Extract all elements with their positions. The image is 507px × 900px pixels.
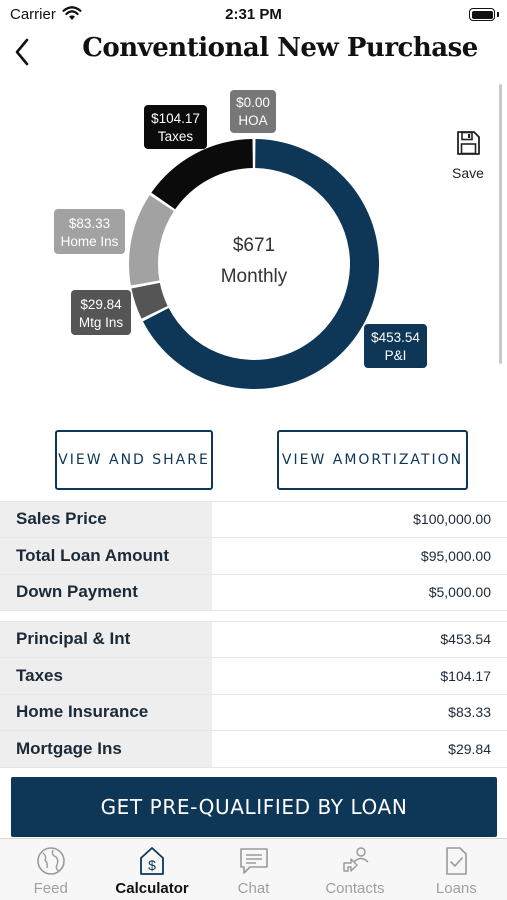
battery-tip — [497, 12, 499, 17]
callout-mtg-ins-bg — [71, 290, 131, 335]
table-row: Total Loan Amount $95,000.00 — [0, 537, 507, 575]
table-row: Taxes $104.17 — [0, 657, 507, 695]
calculator-dollar-icon: $ — [140, 847, 165, 875]
callout-home-ins: $83.33 Home Ins — [54, 209, 125, 254]
view-and-share-button[interactable]: VIEW AND SHARE — [55, 430, 213, 490]
table-row: Down Payment $5,000.00 — [0, 574, 507, 612]
floppy-disk-icon — [457, 131, 480, 155]
page-title: Conventional New Purchase — [82, 33, 478, 63]
callout-taxes: $104.17 Taxes — [144, 105, 207, 149]
callout-pi-bg — [364, 324, 427, 368]
battery-icon — [469, 8, 495, 21]
tab-label: Contacts — [325, 880, 385, 897]
loans-document-icon — [446, 847, 468, 875]
back-button[interactable] — [10, 34, 36, 70]
tab-feed[interactable]: Feed — [0, 839, 101, 900]
row-label: Principal & Int — [0, 622, 212, 657]
callout-taxes-amount: $104.17 — [151, 111, 200, 126]
callout-home-ins-amount: $83.33 — [69, 216, 110, 231]
carrier-label: Carrier — [10, 6, 56, 23]
callout-taxes-bg — [144, 105, 207, 149]
tab-loans[interactable]: Loans — [406, 839, 507, 900]
callout-pi-amount: $453.54 — [371, 330, 420, 345]
tab-label: Calculator — [115, 880, 189, 897]
chart-center-caption: Monthly — [221, 266, 288, 287]
svg-text:$: $ — [148, 857, 156, 873]
contacts-icon — [343, 847, 369, 872]
tab-chat[interactable]: Chat — [203, 839, 304, 900]
save-label: Save — [452, 165, 484, 181]
row-value: $95,000.00 — [420, 547, 491, 564]
callout-home-ins-label: Home Ins — [61, 234, 119, 249]
tab-bar: Feed $ Calculator Chat Contacts Loans — [0, 838, 507, 900]
tab-contacts[interactable]: Contacts — [304, 839, 405, 900]
row-label: Home Insurance — [0, 694, 212, 731]
donut-slice-taxes[interactable] — [151, 139, 253, 210]
scrollbar[interactable] — [499, 84, 502, 364]
payment-breakdown-table: Principal & Int $453.54 Taxes $104.17 Ho… — [0, 621, 507, 769]
get-pre-qualified-button[interactable]: GET PRE-QUALIFIED BY LOAN — [11, 777, 497, 837]
table-row: Principal & Int $453.54 — [0, 621, 507, 658]
table-row: Sales Price $100,000.00 — [0, 501, 507, 538]
row-label: Sales Price — [0, 502, 212, 537]
tab-calculator[interactable]: $ Calculator — [101, 839, 202, 900]
donut-slices — [129, 139, 379, 390]
row-value: $29.84 — [448, 741, 491, 758]
tab-label: Feed — [33, 880, 68, 897]
row-value: $100,000.00 — [413, 511, 491, 528]
callout-mtg-ins: $29.84 Mtg Ins — [71, 290, 131, 335]
monthly-payment-donut-chart: $671 Monthly $104.17 Taxes $0.00 HOA $83… — [54, 90, 427, 390]
table-row: Home Insurance $83.33 — [0, 694, 507, 732]
callout-pi: $453.54 P&I — [364, 324, 427, 368]
row-label: Taxes — [0, 657, 212, 694]
donut-slice-home-ins[interactable] — [129, 195, 174, 286]
callout-pi-label: P&I — [385, 348, 407, 363]
chat-icon — [239, 848, 268, 874]
row-value: $83.33 — [448, 704, 491, 721]
row-value: $5,000.00 — [428, 584, 491, 601]
status-time: 2:31 PM — [225, 6, 282, 23]
save-button[interactable]: Save — [448, 130, 488, 182]
row-label: Total Loan Amount — [0, 537, 212, 574]
view-amortization-button[interactable]: VIEW AMORTIZATION — [277, 430, 468, 490]
callout-mtg-ins-label: Mtg Ins — [79, 315, 124, 330]
tab-label: Loans — [435, 880, 477, 897]
callout-hoa: $0.00 HOA — [230, 90, 276, 133]
callout-home-ins-bg — [54, 209, 125, 254]
callout-taxes-label: Taxes — [158, 129, 194, 144]
row-value: $104.17 — [440, 667, 491, 684]
row-label: Mortgage Ins — [0, 731, 212, 768]
loan-summary-table: Sales Price $100,000.00 Total Loan Amoun… — [0, 501, 507, 612]
callout-hoa-amount: $0.00 — [236, 95, 270, 110]
callout-mtg-ins-amount: $29.84 — [80, 297, 122, 312]
row-value: $453.54 — [440, 631, 491, 648]
chevron-left-icon — [15, 38, 29, 66]
wifi-icon — [62, 6, 82, 20]
donut-slice-mtg-ins[interactable] — [131, 282, 168, 319]
status-bar: Carrier 2:31 PM — [0, 0, 507, 30]
callout-hoa-bg — [230, 90, 276, 133]
table-row: Mortgage Ins $29.84 — [0, 731, 507, 769]
chart-center-amount: $671 — [233, 235, 275, 256]
callout-hoa-label: HOA — [238, 113, 267, 128]
row-label: Down Payment — [0, 574, 212, 611]
globe-icon — [36, 847, 65, 875]
tab-label: Chat — [237, 880, 270, 897]
